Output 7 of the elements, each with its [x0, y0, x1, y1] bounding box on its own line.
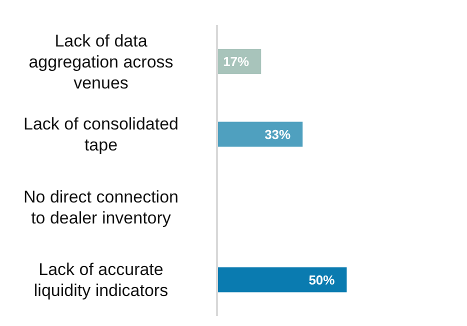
data-label: 50%: [308, 272, 336, 288]
data-label: 33%: [264, 126, 292, 142]
data-label: 17%: [223, 54, 250, 70]
y-tick-label: No direct connection to dealer inventory: [24, 186, 178, 227]
y-tick-label: Lack of consolidated tape: [24, 114, 178, 154]
y-tick-label: Lack of accurate liquidity indicators: [34, 260, 168, 300]
y-tick-label: Lack of data aggregation across venues: [28, 30, 174, 92]
